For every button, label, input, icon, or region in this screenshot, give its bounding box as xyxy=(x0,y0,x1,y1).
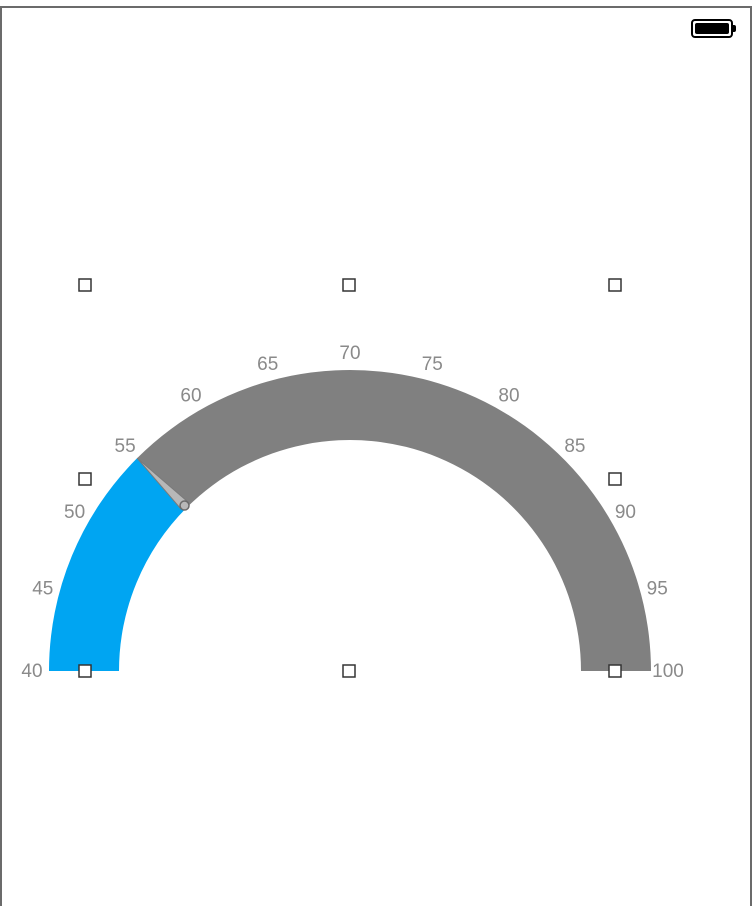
tick-label-95: 95 xyxy=(647,579,668,600)
resize-handle-icon[interactable] xyxy=(78,664,92,678)
tick-label-65: 65 xyxy=(257,354,278,375)
tick-label-90: 90 xyxy=(615,502,636,523)
battery-body xyxy=(691,19,733,38)
resize-handle-icon[interactable] xyxy=(342,278,356,292)
device-frame xyxy=(0,6,752,906)
tick-label-55: 55 xyxy=(115,436,136,457)
tick-label-85: 85 xyxy=(564,436,585,457)
needle-icon[interactable] xyxy=(136,457,190,511)
tick-label-75: 75 xyxy=(422,354,443,375)
tick-label-50: 50 xyxy=(64,502,85,523)
tick-label-60: 60 xyxy=(180,386,201,407)
battery-tip xyxy=(733,25,736,32)
resize-handle-icon[interactable] xyxy=(78,472,92,486)
needle-hub xyxy=(179,500,190,511)
gauge-track-arc xyxy=(137,370,651,671)
resize-handle-icon[interactable] xyxy=(342,664,356,678)
battery-fill xyxy=(695,23,729,34)
top-gap xyxy=(0,0,754,6)
resize-handle-icon[interactable] xyxy=(608,472,622,486)
selection-handles[interactable] xyxy=(78,278,622,678)
resize-handle-icon[interactable] xyxy=(608,664,622,678)
resize-handle-icon[interactable] xyxy=(78,278,92,292)
resize-handle-icon[interactable] xyxy=(608,278,622,292)
tick-label-45: 45 xyxy=(32,579,53,600)
gauge-tick-labels: 40 45 50 55 60 65 70 75 80 85 90 95 100 xyxy=(21,343,683,682)
tick-label-40: 40 xyxy=(21,661,42,682)
gauge-value-arc xyxy=(49,458,187,671)
battery-icon xyxy=(691,19,736,38)
tick-label-80: 80 xyxy=(498,386,519,407)
tick-label-70: 70 xyxy=(339,343,360,364)
tick-label-100: 100 xyxy=(652,661,684,682)
